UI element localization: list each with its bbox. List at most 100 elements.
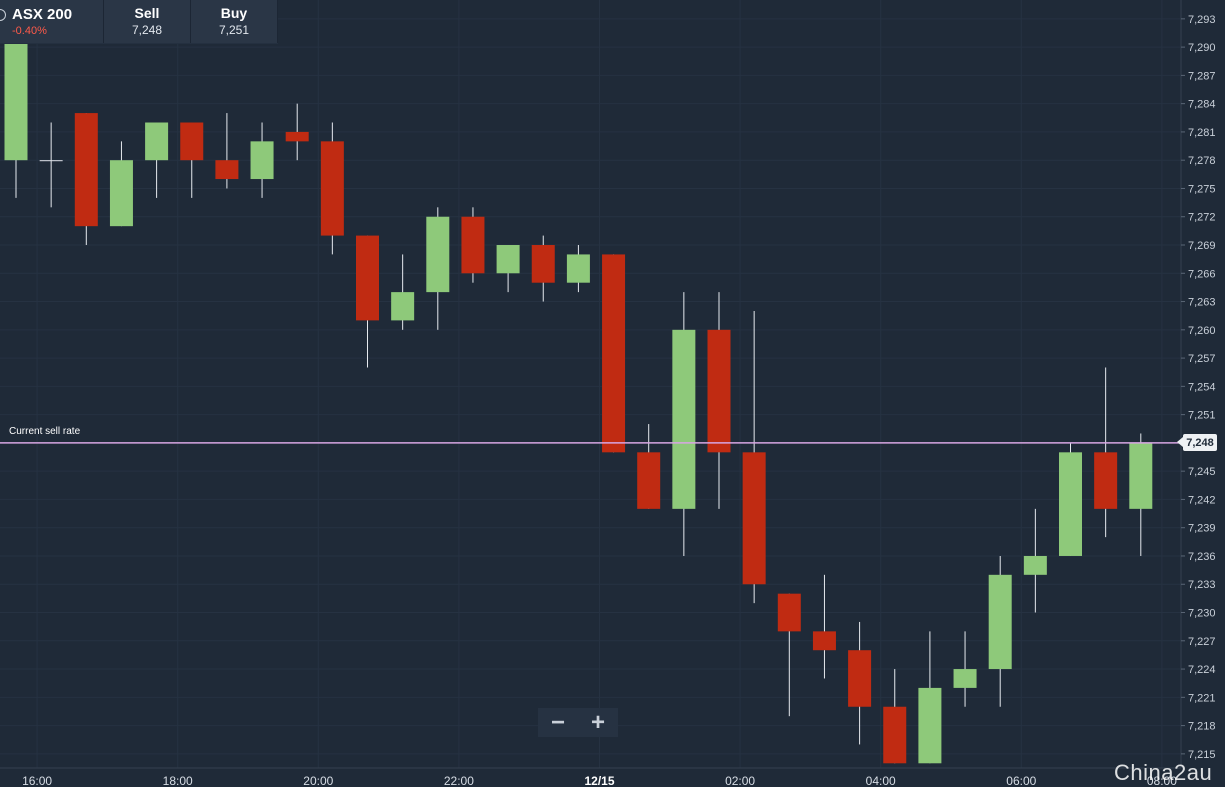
candle-up[interactable] <box>250 122 274 198</box>
candle-up[interactable] <box>391 254 415 330</box>
candle-up[interactable] <box>953 631 977 707</box>
y-tick-label: 7,227 <box>1188 636 1216 648</box>
candle-body <box>1129 442 1153 509</box>
x-tick-label: 02:00 <box>725 774 755 787</box>
x-tick-label: 08:00 <box>1147 774 1177 787</box>
candle-down[interactable] <box>1094 367 1118 538</box>
candle-down[interactable] <box>74 113 98 246</box>
candle-down[interactable] <box>812 574 836 679</box>
candle-body <box>1023 555 1047 575</box>
candle-down[interactable] <box>356 235 379 368</box>
y-tick-label: 7,242 <box>1188 494 1216 506</box>
candle-body <box>215 160 239 180</box>
candle-body <box>426 216 450 293</box>
y-tick-label: 7,245 <box>1188 466 1216 478</box>
candle-body <box>848 650 872 707</box>
buy-button[interactable]: Buy 7,251 <box>191 0 278 43</box>
candle-body <box>1059 452 1082 556</box>
candle-up[interactable] <box>39 122 63 208</box>
candle-body <box>109 160 133 227</box>
current-sell-rate-label: Current sell rate <box>9 425 81 437</box>
candle-down[interactable] <box>531 235 555 302</box>
buy-label: Buy <box>220 5 248 21</box>
y-tick-label: 7,251 <box>1188 410 1216 422</box>
candle-body <box>672 329 696 509</box>
x-tick-label: 04:00 <box>866 774 896 787</box>
candle-body <box>602 254 626 453</box>
y-tick-label: 7,224 <box>1188 664 1216 676</box>
y-tick-label: 7,266 <box>1188 268 1216 280</box>
candle-body <box>461 216 485 274</box>
candle-body <box>496 245 520 274</box>
candle-body <box>707 329 731 453</box>
y-tick-label: 7,293 <box>1188 14 1216 26</box>
candle-down[interactable] <box>637 424 661 509</box>
candle-up[interactable] <box>145 122 169 198</box>
y-tick-label: 7,230 <box>1188 608 1216 620</box>
candle-body <box>1094 452 1118 509</box>
candle-body <box>320 141 344 236</box>
candle-body <box>988 574 1012 670</box>
y-tick-label: 7,272 <box>1188 212 1216 224</box>
x-tick-label: 12/15 <box>584 774 614 787</box>
candle-down[interactable] <box>602 254 626 453</box>
candle-up[interactable] <box>566 245 590 293</box>
candle-body <box>250 141 274 180</box>
candle-up[interactable] <box>109 141 133 227</box>
candle-up[interactable] <box>1023 508 1047 613</box>
y-tick-label: 7,239 <box>1188 523 1216 535</box>
candle-down[interactable] <box>180 122 204 198</box>
y-tick-label: 7,257 <box>1188 353 1216 365</box>
y-tick-label: 7,260 <box>1188 325 1216 337</box>
y-tick-label: 7,263 <box>1188 297 1216 309</box>
candle-up[interactable] <box>426 207 450 330</box>
candle-body <box>777 593 801 632</box>
candle-body <box>180 122 204 161</box>
instrument-info[interactable]: ASX 200 -0.40% <box>0 0 104 43</box>
y-tick-label: 7,236 <box>1188 551 1216 563</box>
candle-body <box>39 160 63 162</box>
y-tick-label: 7,287 <box>1188 70 1216 82</box>
candle-up[interactable] <box>918 631 942 764</box>
y-tick-label: 7,290 <box>1188 42 1216 54</box>
candle-down[interactable] <box>215 113 239 189</box>
info-icon[interactable] <box>0 9 6 21</box>
y-tick-label: 7,278 <box>1188 155 1216 167</box>
sell-price: 7,248 <box>131 23 163 37</box>
candle-body <box>953 669 977 688</box>
y-tick-label: 7,275 <box>1188 183 1216 195</box>
candle-body <box>531 245 555 283</box>
candle-down[interactable] <box>883 669 907 764</box>
instrument-header: ASX 200 -0.40% Sell 7,248 Buy 7,251 <box>0 0 278 44</box>
candle-up[interactable] <box>1129 433 1153 556</box>
x-tick-label: 22:00 <box>444 774 474 787</box>
candle-down[interactable] <box>777 593 801 717</box>
y-axis-labels: 7,215 7,218 7,221 7,224 7,227 7,230 7,233 7,236… <box>1181 14 1216 761</box>
current-price-tag: 7,248 <box>1177 434 1217 452</box>
candle-down[interactable] <box>707 292 731 509</box>
y-tick-label: 7,254 <box>1188 381 1216 393</box>
candle-down[interactable] <box>848 621 872 745</box>
candle-up[interactable] <box>496 245 520 293</box>
candle-up[interactable] <box>1059 442 1082 556</box>
candle-down[interactable] <box>461 207 485 283</box>
x-tick-label: 06:00 <box>1006 774 1036 787</box>
candle-body <box>742 452 766 585</box>
candle-down[interactable] <box>320 122 344 255</box>
sell-button[interactable]: Sell 7,248 <box>104 0 191 43</box>
candle-body <box>145 122 169 161</box>
zoom-out-button[interactable]: − <box>550 708 565 736</box>
x-tick-label: 16:00 <box>22 774 52 787</box>
candle-up[interactable] <box>988 555 1012 707</box>
y-tick-label: 7,221 <box>1188 692 1216 704</box>
candlestick-series <box>4 0 1153 764</box>
candle-up[interactable] <box>672 292 696 556</box>
candle-body <box>356 235 379 321</box>
zoom-controls: − + <box>538 708 618 737</box>
zoom-in-button[interactable]: + <box>590 708 605 736</box>
candle-down[interactable] <box>742 310 766 604</box>
candle-body <box>637 452 661 509</box>
candle-down[interactable] <box>285 103 309 161</box>
y-tick-label: 7,269 <box>1188 240 1216 252</box>
